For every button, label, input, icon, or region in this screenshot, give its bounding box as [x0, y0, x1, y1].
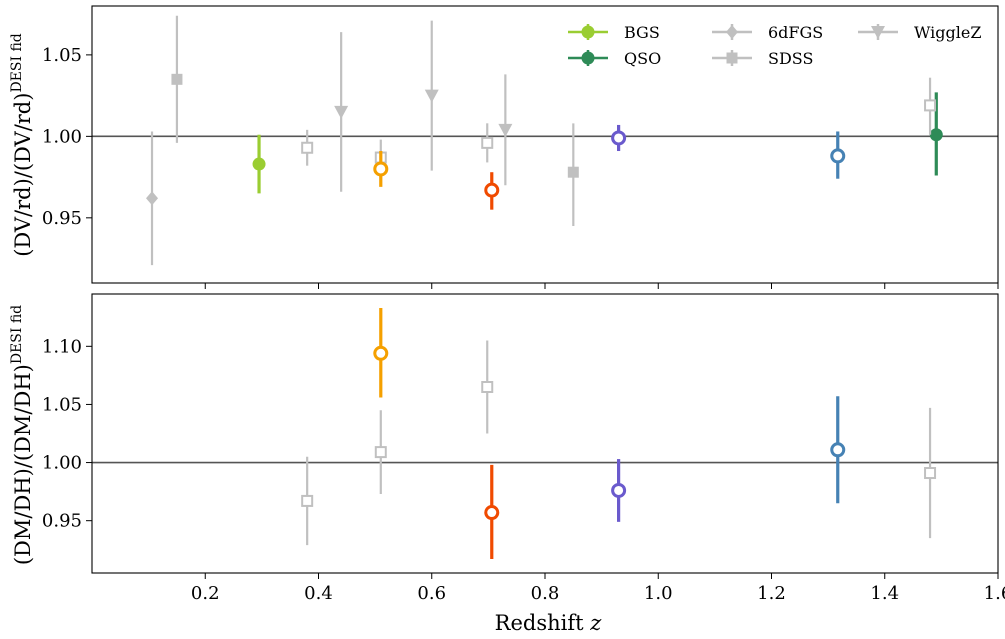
data-point — [374, 446, 387, 459]
data-point — [301, 141, 314, 154]
data-point — [481, 381, 494, 393]
x-tick-label: 0.6 — [417, 583, 446, 604]
x-tick-label: 0.4 — [304, 583, 333, 604]
data-point — [484, 182, 500, 198]
data-point — [146, 191, 159, 206]
data-point — [611, 482, 627, 498]
x-tick-label: 1.2 — [757, 583, 786, 604]
data-point — [830, 442, 846, 458]
legend-marker — [581, 51, 595, 65]
x-tick-label: 1.4 — [870, 583, 899, 604]
axes-frame — [91, 293, 999, 574]
legend-marker — [726, 25, 738, 39]
legend-marker — [581, 25, 595, 39]
x-tick-label: 0.2 — [191, 583, 220, 604]
data-point — [301, 494, 314, 507]
x-tick-label: 1.6 — [984, 583, 1005, 604]
top-y-axis-label: (DV/rd)/(DV/rd)DESI fid — [9, 33, 35, 257]
legend: BGS QSO 6dFGS SDSS WiggleZ — [568, 23, 981, 68]
y-tick-label: 1.10 — [42, 336, 82, 357]
top-panel: 0.95 1.00 1.05 — [42, 5, 999, 289]
x-axis-label: Redshift z — [495, 611, 603, 635]
x-tick-label: 0.8 — [531, 583, 560, 604]
bottom-y-axis-label: (DM/DH)/(DM/DH)DESI fid — [9, 305, 35, 565]
axes-frame — [91, 5, 999, 284]
legend-item: 6dFGS — [712, 23, 823, 42]
data-point — [334, 105, 349, 119]
legend-label: SDSS — [768, 49, 813, 68]
legend-marker — [726, 52, 738, 64]
data-point — [484, 505, 500, 521]
data-point — [171, 73, 183, 85]
x-tick-label: 1.0 — [644, 583, 673, 604]
legend-marker — [871, 26, 885, 39]
data-point — [929, 128, 943, 142]
data-point — [830, 148, 846, 164]
data-point — [924, 467, 937, 480]
legend-label: 6dFGS — [768, 23, 823, 42]
data-point — [373, 345, 389, 361]
legend-item: BGS — [568, 23, 660, 42]
legend-label: QSO — [624, 49, 661, 68]
data-point — [498, 123, 513, 137]
legend-item: SDSS — [712, 49, 813, 68]
legend-label: BGS — [624, 23, 660, 42]
data-point — [567, 166, 579, 178]
data-point — [252, 157, 266, 171]
data-point — [924, 99, 937, 112]
bottom-panel: 0.2 0.4 0.6 0.8 1.0 1.2 1.4 1.6 0.95 1.00 1.05 1.10 — [42, 293, 1005, 604]
y-tick-label: 1.00 — [42, 453, 82, 474]
y-tick-label: 0.95 — [42, 511, 82, 532]
data-point — [373, 161, 389, 177]
data-point — [481, 136, 494, 149]
legend-item: QSO — [568, 49, 661, 68]
y-tick-label: 1.05 — [42, 45, 82, 66]
data-point — [424, 89, 439, 103]
data-point — [611, 130, 627, 146]
y-tick-label: 1.00 — [42, 126, 82, 147]
y-tick-label: 0.95 — [42, 208, 82, 229]
y-tick-label: 1.05 — [42, 394, 82, 415]
legend-item: WiggleZ — [858, 23, 981, 42]
legend-label: WiggleZ — [914, 23, 981, 42]
